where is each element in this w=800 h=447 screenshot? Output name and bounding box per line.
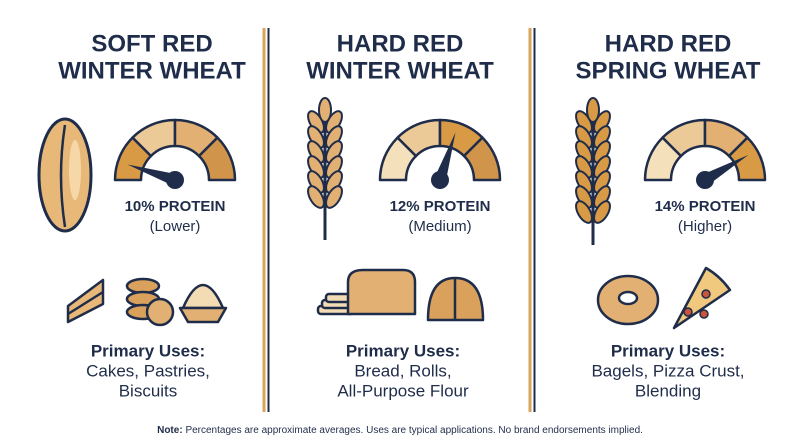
loaf (346, 268, 417, 316)
protein-level: (Higher) (678, 218, 732, 235)
wheat-ear-icon (575, 97, 611, 245)
protein-gauge (113, 118, 237, 189)
column-title: WINTER WHEAT (306, 57, 494, 84)
protein-level: (Medium) (408, 218, 471, 235)
gauge-hub (166, 171, 184, 189)
note-label: Note: (157, 425, 183, 436)
kernel (37, 117, 93, 233)
pepperoni (699, 309, 709, 319)
grain (325, 125, 343, 149)
dividers (262, 28, 536, 412)
pepperoni (683, 307, 693, 317)
grain (325, 185, 343, 209)
grain (307, 155, 325, 179)
column-title: SPRING WHEAT (576, 57, 761, 84)
grain (575, 185, 593, 209)
uses-line: All-Purpose Flour (337, 381, 469, 400)
column-title: WINTER WHEAT (58, 57, 246, 84)
uses-heading: Primary Uses: (611, 341, 725, 360)
grain (593, 185, 611, 209)
grain (307, 140, 325, 164)
grain (325, 170, 343, 194)
cream-puff (181, 284, 225, 310)
kernel-shine (69, 140, 81, 200)
cookie (145, 297, 175, 327)
protein-level: (Lower) (150, 218, 201, 235)
gauge-needle (434, 132, 456, 182)
food-icons (596, 266, 732, 330)
food-icons (316, 268, 485, 322)
note-text: Percentages are approximate averages. Us… (185, 425, 642, 436)
grain (575, 125, 593, 149)
grain (586, 97, 600, 123)
gauge-segment (197, 136, 237, 182)
bagel-hole (617, 290, 639, 306)
grain (593, 140, 611, 164)
uses-line: Bagels, Pizza Crust, (591, 361, 744, 380)
grain (307, 125, 325, 149)
gauge-needle (127, 164, 177, 186)
grain (593, 155, 611, 179)
column-title: HARD RED (337, 30, 464, 57)
puff-base (178, 306, 228, 324)
grain (318, 97, 332, 123)
protein-label: 12% PROTEIN (390, 198, 491, 215)
pepperoni (701, 289, 711, 299)
grain (593, 170, 611, 194)
pizza-slice (672, 266, 732, 330)
grain (325, 155, 343, 179)
protein-label: 10% PROTEIN (125, 198, 226, 215)
gauge-segment (727, 136, 767, 182)
wheat-kernel-icon (37, 117, 93, 233)
column-title: HARD RED (605, 30, 732, 57)
food-icons (66, 277, 228, 327)
grain (575, 140, 593, 164)
cake-slice (66, 278, 105, 324)
column-title: SOFT RED (91, 30, 212, 57)
protein-gauge (643, 118, 767, 189)
kernel-crease (59, 124, 67, 228)
grain (575, 200, 593, 224)
grain (575, 155, 593, 179)
uses-line: Biscuits (119, 381, 178, 400)
grain (307, 170, 325, 194)
grain (307, 185, 325, 209)
cake-layer (67, 290, 104, 316)
gauge-hub (696, 171, 714, 189)
protein-label: 14% PROTEIN (655, 198, 756, 215)
grain (593, 125, 611, 149)
uses-heading: Primary Uses: (346, 341, 460, 360)
uses-line: Cakes, Pastries, (86, 361, 210, 380)
wheat-ear-icon (307, 97, 343, 240)
protein-gauge (378, 118, 502, 189)
note: Note: Percentages are approximate averag… (157, 425, 643, 436)
uses-line: Blending (635, 381, 701, 400)
grain (325, 140, 343, 164)
gauge-hub (431, 171, 449, 189)
uses-line: Bread, Rolls, (354, 361, 451, 380)
gauge-segment (462, 136, 502, 182)
uses-heading: Primary Uses: (91, 341, 205, 360)
grain (593, 200, 611, 224)
grain (575, 170, 593, 194)
